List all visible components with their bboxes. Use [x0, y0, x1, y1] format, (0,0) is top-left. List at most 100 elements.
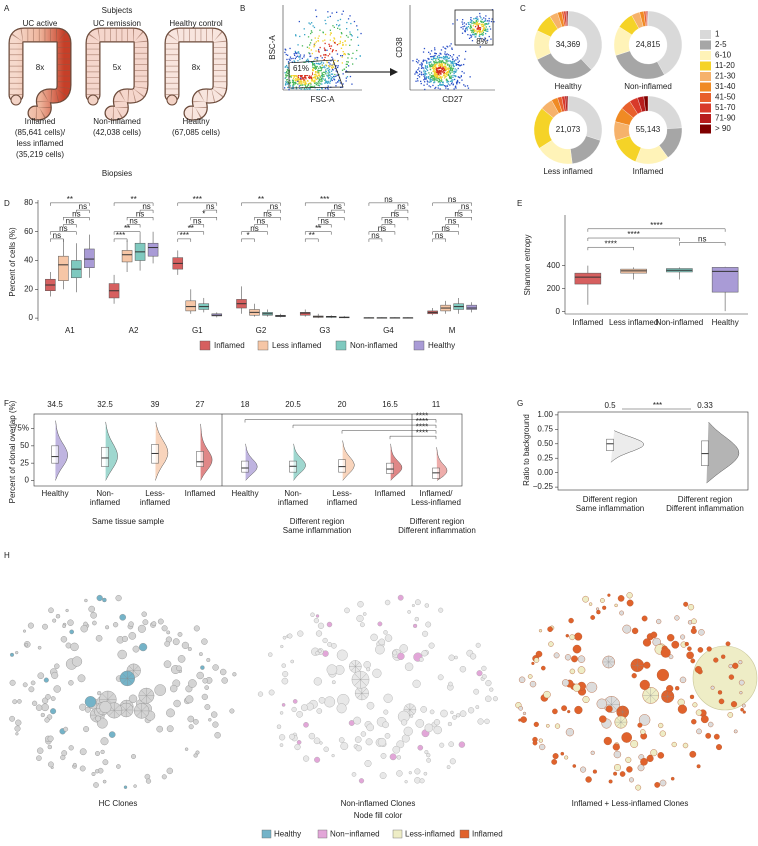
- event-dot: [483, 27, 485, 30]
- significance: **: [130, 195, 136, 204]
- legend-swatch: [413, 340, 425, 351]
- event-dot: [446, 71, 448, 73]
- event-dot: [300, 75, 302, 78]
- event-dot: [292, 74, 294, 76]
- legend-label: Inflamed: [472, 830, 503, 839]
- event-dot: [436, 68, 438, 70]
- event-dot: [439, 64, 441, 67]
- event-dot: [439, 79, 441, 82]
- event-dot: [304, 75, 306, 77]
- text-line: Same inflammation: [576, 504, 644, 513]
- event-dot: [440, 77, 442, 79]
- bracket: [113, 231, 141, 235]
- clone-node: [378, 638, 386, 646]
- clone-node: [55, 614, 61, 619]
- clone-node: [318, 697, 326, 704]
- clone-node: [193, 719, 199, 725]
- event-dot: [446, 56, 448, 58]
- clone-node: [590, 750, 595, 755]
- event-dot: [324, 56, 326, 59]
- bracket: [50, 202, 90, 206]
- clone-node: [63, 726, 69, 732]
- event-dot: [338, 80, 341, 82]
- event-dot: [346, 28, 348, 30]
- event-dot: [291, 87, 293, 90]
- event-dot: [415, 70, 417, 72]
- clone-node: [612, 743, 620, 751]
- clone-node: [740, 707, 744, 712]
- event-dot: [430, 56, 432, 58]
- event-dot: [340, 36, 342, 38]
- event-dot: [446, 68, 448, 70]
- clone-node: [326, 621, 333, 628]
- event-dot: [454, 70, 456, 72]
- clone-node: [626, 766, 633, 773]
- event-dot: [432, 75, 434, 77]
- clone-node: [268, 689, 275, 696]
- clone-node: [411, 604, 415, 608]
- bracket: [341, 430, 437, 434]
- event-dot: [447, 63, 449, 65]
- event-dot: [428, 85, 430, 87]
- event-dot: [318, 72, 320, 74]
- event-dot: [436, 74, 438, 77]
- event-dot: [471, 31, 473, 33]
- event-dot: [447, 70, 450, 72]
- clone-node: [184, 747, 189, 751]
- event-dot: [298, 83, 301, 85]
- clone-node: [116, 764, 121, 769]
- event-dot: [429, 74, 431, 76]
- event-dot: [351, 83, 353, 85]
- bracket: [389, 435, 437, 440]
- clone-node: [621, 732, 633, 743]
- clone-node: [99, 701, 112, 714]
- clone-node: [365, 738, 373, 746]
- significance: **: [188, 224, 194, 233]
- event-dot: [471, 33, 474, 35]
- event-dot: [433, 60, 435, 63]
- event-dot: [340, 55, 342, 57]
- significance: ns: [263, 209, 271, 218]
- clone-node: [314, 756, 321, 763]
- legend-label: 11-20: [715, 61, 735, 70]
- event-dot: [309, 88, 311, 90]
- event-dot: [423, 47, 426, 50]
- event-dot: [347, 61, 349, 63]
- event-dot: [458, 64, 460, 66]
- event-dot: [344, 53, 346, 56]
- clone-edge: [618, 707, 623, 713]
- clone-node: [281, 677, 289, 685]
- donut-segment: [643, 95, 649, 112]
- event-dot: [310, 30, 313, 32]
- event-dot: [424, 59, 426, 62]
- clone-node: [279, 711, 284, 715]
- event-dot: [433, 74, 435, 76]
- donut-name: Healthy: [554, 82, 581, 91]
- event-dot: [416, 78, 419, 80]
- event-dot: [318, 85, 321, 87]
- donut-name: Less inflamed: [543, 167, 592, 176]
- clone-node: [157, 618, 164, 625]
- clone-node: [23, 629, 27, 633]
- clone-node: [541, 665, 546, 671]
- panel-label: D: [4, 199, 10, 208]
- event-dot: [294, 50, 296, 53]
- clone-node: [177, 632, 183, 637]
- clone-node: [533, 721, 539, 728]
- event-dot: [318, 67, 320, 69]
- event-dot: [458, 60, 460, 62]
- clone-node: [415, 719, 425, 728]
- event-dot: [456, 69, 458, 71]
- x-tick-label: Non-inflamed: [90, 489, 120, 507]
- clone-node: [420, 706, 428, 713]
- clone-node: [338, 737, 345, 743]
- clone-node: [399, 644, 408, 653]
- event-dot: [471, 40, 474, 42]
- iqr-box: [386, 462, 394, 474]
- significance: ns: [371, 231, 379, 240]
- clone-node: [296, 740, 302, 745]
- clone-node: [169, 684, 178, 693]
- clone-node: [518, 706, 524, 711]
- event-dot: [475, 18, 478, 20]
- legend-swatch: [700, 103, 711, 113]
